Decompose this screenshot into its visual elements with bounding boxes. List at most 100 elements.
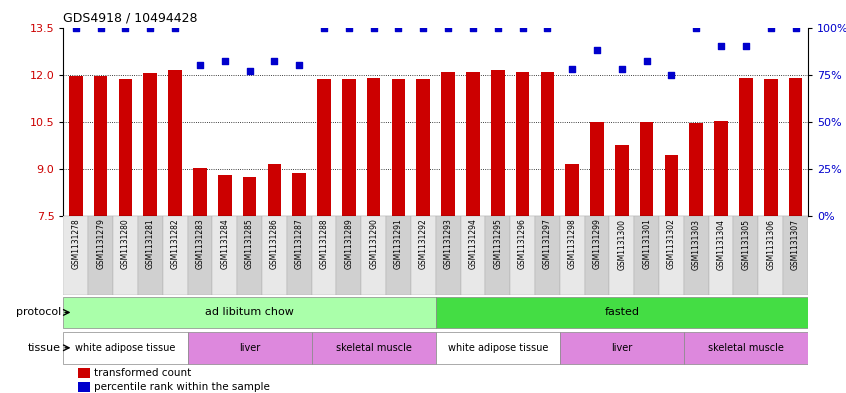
Text: GSM1131297: GSM1131297 — [543, 219, 552, 269]
Point — [293, 62, 306, 68]
Bar — [615, 145, 629, 216]
Bar — [684, 216, 709, 295]
Text: GSM1131306: GSM1131306 — [766, 219, 775, 270]
Text: GSM1131287: GSM1131287 — [294, 219, 304, 269]
Bar — [311, 332, 436, 364]
Bar — [486, 216, 510, 295]
Text: white adipose tissue: white adipose tissue — [75, 343, 176, 353]
Bar — [436, 332, 560, 364]
Bar — [689, 123, 703, 216]
Bar — [436, 216, 460, 295]
Text: GSM1131289: GSM1131289 — [344, 219, 354, 269]
Bar — [69, 76, 83, 216]
Text: GSM1131292: GSM1131292 — [419, 219, 428, 269]
Point — [218, 58, 232, 64]
Text: GSM1131300: GSM1131300 — [618, 219, 626, 270]
Point — [118, 24, 132, 31]
Point — [516, 24, 530, 31]
Text: GSM1131294: GSM1131294 — [469, 219, 477, 269]
Point — [591, 47, 604, 53]
Bar — [565, 164, 579, 216]
Text: GSM1131278: GSM1131278 — [71, 219, 80, 269]
Text: GSM1131281: GSM1131281 — [146, 219, 155, 269]
Text: GSM1131296: GSM1131296 — [518, 219, 527, 269]
Text: GSM1131298: GSM1131298 — [568, 219, 577, 269]
Text: protocol: protocol — [16, 307, 61, 318]
Point — [665, 72, 678, 78]
Bar — [665, 155, 678, 216]
Text: GSM1131284: GSM1131284 — [220, 219, 229, 269]
Text: GSM1131302: GSM1131302 — [667, 219, 676, 269]
Bar — [367, 79, 381, 216]
Bar — [113, 216, 138, 295]
Point — [541, 24, 554, 31]
Bar — [293, 173, 306, 216]
Text: GSM1131286: GSM1131286 — [270, 219, 279, 269]
Point — [442, 24, 455, 31]
Bar — [79, 382, 90, 391]
Bar — [541, 72, 554, 216]
Text: GSM1131299: GSM1131299 — [592, 219, 602, 269]
Text: GSM1131307: GSM1131307 — [791, 219, 800, 270]
Bar — [684, 332, 808, 364]
Point — [739, 43, 753, 50]
Text: GSM1131295: GSM1131295 — [493, 219, 503, 269]
Bar — [287, 216, 311, 295]
Point — [392, 24, 405, 31]
Bar — [218, 174, 232, 216]
Point — [466, 24, 480, 31]
Text: liver: liver — [239, 343, 261, 353]
Point — [367, 24, 381, 31]
Bar — [311, 216, 337, 295]
Bar — [585, 216, 609, 295]
Bar — [416, 79, 430, 216]
Bar — [535, 216, 560, 295]
Text: tissue: tissue — [28, 343, 61, 353]
Text: GSM1131303: GSM1131303 — [692, 219, 700, 270]
Bar — [88, 216, 113, 295]
Point — [342, 24, 355, 31]
Bar — [560, 216, 585, 295]
Point — [193, 62, 206, 68]
Bar — [337, 216, 361, 295]
Bar — [63, 296, 436, 329]
Point — [69, 24, 83, 31]
Bar — [118, 79, 132, 216]
Bar — [212, 216, 237, 295]
Bar — [317, 79, 331, 216]
Text: GDS4918 / 10494428: GDS4918 / 10494428 — [63, 12, 198, 25]
Bar — [659, 216, 684, 295]
Bar — [466, 72, 480, 216]
Text: ad libitum chow: ad libitum chow — [205, 307, 294, 318]
Bar — [267, 164, 281, 216]
Bar — [640, 123, 653, 216]
Bar — [63, 216, 88, 295]
Bar — [609, 216, 634, 295]
Point — [714, 43, 728, 50]
Text: percentile rank within the sample: percentile rank within the sample — [94, 382, 270, 392]
Bar — [411, 216, 436, 295]
Bar — [714, 121, 728, 216]
Point — [764, 24, 777, 31]
Point — [640, 58, 653, 64]
Bar — [764, 79, 777, 216]
Bar — [262, 216, 287, 295]
Text: GSM1131290: GSM1131290 — [369, 219, 378, 269]
Point — [94, 24, 107, 31]
Text: GSM1131291: GSM1131291 — [394, 219, 403, 269]
Bar — [436, 296, 808, 329]
Text: white adipose tissue: white adipose tissue — [448, 343, 548, 353]
Point — [144, 24, 157, 31]
Bar — [442, 72, 455, 216]
Text: skeletal muscle: skeletal muscle — [708, 343, 784, 353]
Point — [243, 68, 256, 74]
Text: GSM1131279: GSM1131279 — [96, 219, 105, 269]
Text: liver: liver — [611, 343, 633, 353]
Bar — [138, 216, 162, 295]
Bar — [188, 332, 311, 364]
Bar — [361, 216, 386, 295]
Point — [615, 66, 629, 72]
Bar — [733, 216, 758, 295]
Bar — [460, 216, 486, 295]
Bar — [386, 216, 411, 295]
